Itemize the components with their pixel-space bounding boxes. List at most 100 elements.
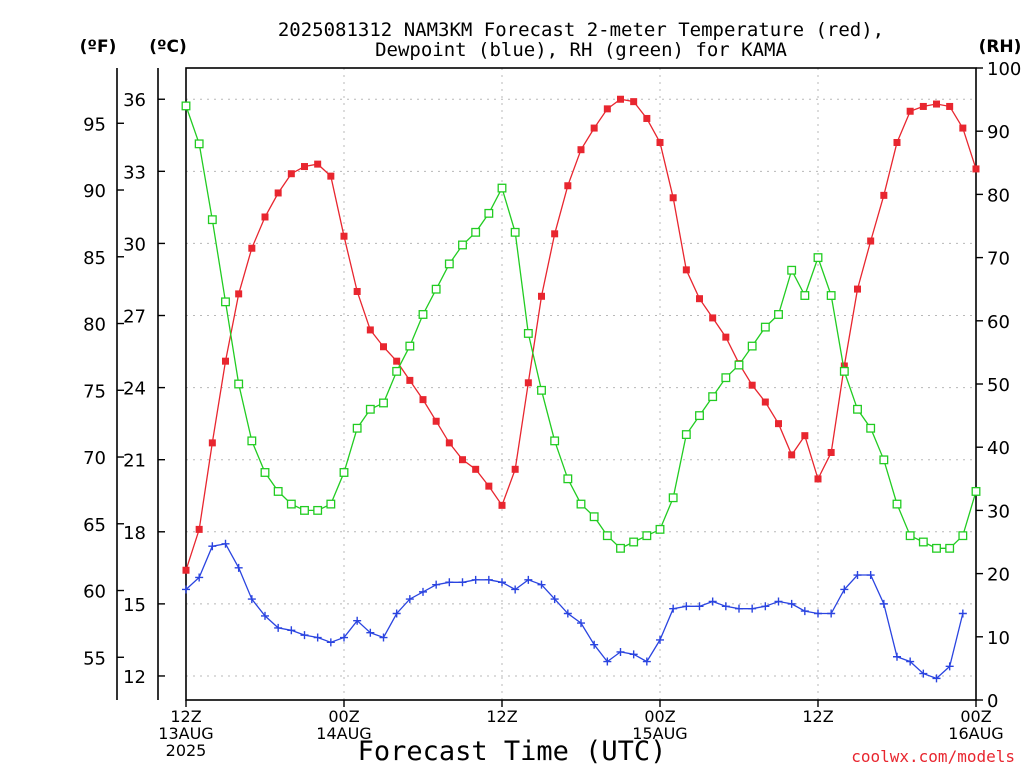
fahrenheit-tick-label: 95 xyxy=(83,114,106,135)
rh-tick-label: 70 xyxy=(987,249,1010,270)
temperature_c-point xyxy=(722,333,730,341)
rh_percent-point xyxy=(458,240,467,250)
dewpoint_c-point xyxy=(511,585,520,594)
source-credit: coolwx.com/models xyxy=(851,747,1015,766)
fahrenheit-tick-label: 80 xyxy=(83,315,106,336)
celsius-unit-label: (ºC) xyxy=(149,37,187,57)
dewpoint_c-point xyxy=(445,578,454,587)
dewpoint_c-point xyxy=(919,669,928,678)
rh_percent-point xyxy=(918,537,928,547)
dewpoint_c-point xyxy=(840,585,849,594)
rh_percent-point xyxy=(326,499,336,509)
dewpoint_c-point xyxy=(695,602,704,611)
celsius-tick-label: 30 xyxy=(123,234,146,255)
dewpoint_c-point xyxy=(234,563,243,572)
dewpoint_c-point xyxy=(932,674,941,683)
temperature_c-point xyxy=(195,525,203,533)
dewpoint_c-point xyxy=(603,657,612,666)
dewpoint_c-point xyxy=(537,580,546,589)
temperature_c-point xyxy=(630,98,638,106)
temperature_c-point xyxy=(472,465,480,473)
x-tick-label: 00Z xyxy=(644,707,675,726)
dewpoint_c-point xyxy=(247,595,256,604)
rh_percent-point xyxy=(866,423,876,433)
rh_percent-point xyxy=(958,531,968,541)
celsius-tick-label: 15 xyxy=(123,595,146,616)
rh_percent-point xyxy=(550,436,560,446)
x-tick-label: 16AUG xyxy=(948,724,1003,743)
dewpoint_c-point xyxy=(735,604,743,613)
temperature_c-point xyxy=(709,314,717,322)
x-tick-label: 00Z xyxy=(960,707,991,726)
x-tick-label: 13AUG xyxy=(158,724,213,743)
rh_percent-point xyxy=(510,227,520,237)
dewpoint_c-point xyxy=(656,635,664,644)
rh_percent-point xyxy=(589,512,599,522)
rh_percent-point xyxy=(418,310,428,319)
temperature_c-point xyxy=(366,326,374,334)
temperature_c-point xyxy=(353,287,361,295)
dewpoint_c-point xyxy=(827,609,836,618)
rh-tick-label: 20 xyxy=(987,565,1010,586)
dewpoint_c-point xyxy=(392,609,401,618)
rh_percent-point xyxy=(787,265,797,275)
rh_percent-point xyxy=(339,468,349,477)
rh_percent-point xyxy=(813,253,823,263)
rh-unit-label: (RH) xyxy=(979,37,1022,57)
temperature_c-point xyxy=(274,189,282,197)
dewpoint_c-point xyxy=(313,633,322,642)
temperature_c-point xyxy=(301,163,308,171)
dewpoint_c-point xyxy=(629,650,638,659)
temperature_c-point xyxy=(551,230,559,238)
celsius-tick-label: 36 xyxy=(123,90,146,111)
temperature_c-point xyxy=(498,501,506,509)
rh_percent-point xyxy=(760,322,770,332)
rh_percent-point xyxy=(576,499,586,509)
dewpoint_c-point xyxy=(261,611,269,620)
x-tick-label: 00Z xyxy=(328,707,359,726)
dewpoint_c-point xyxy=(287,626,296,635)
dewpoint_c-point xyxy=(748,604,757,613)
temperature_c-point xyxy=(564,182,572,190)
x-tick-label: 12Z xyxy=(802,707,833,726)
rh_percent-point xyxy=(655,524,665,534)
temperature_c-point xyxy=(314,160,322,168)
dewpoint_c-point xyxy=(563,609,572,618)
temperature_c-point xyxy=(867,237,875,245)
temperature_c-point xyxy=(669,194,677,202)
dewpoint_c-point xyxy=(340,633,348,642)
rh_percent-point xyxy=(405,341,415,351)
rh_percent-point xyxy=(616,543,625,553)
rh_percent-point xyxy=(300,505,309,515)
dewpoint_c-point xyxy=(761,602,770,611)
celsius-tick-label: 33 xyxy=(123,162,146,183)
dewpoint_c-point xyxy=(721,602,730,611)
dewpoint_c-point xyxy=(195,573,204,582)
fahrenheit-tick-label: 90 xyxy=(83,181,106,202)
temperature_c-point xyxy=(248,244,256,252)
rh_percent-line xyxy=(185,105,977,550)
rh_percent-point xyxy=(313,505,323,515)
series-dewpoint_c xyxy=(182,539,967,683)
temperature_c-point xyxy=(656,138,664,146)
temperature_c-point xyxy=(919,102,927,110)
dewpoint_c-point xyxy=(498,578,506,587)
rh-tick-label: 10 xyxy=(987,628,1010,649)
rh_percent-point xyxy=(221,297,230,307)
temperature_c-point xyxy=(406,376,414,384)
rh_percent-point xyxy=(642,531,652,541)
temperature_c-point xyxy=(485,482,493,490)
fahrenheit-tick-label: 75 xyxy=(83,381,106,402)
dewpoint_c-point xyxy=(221,539,230,548)
rh_percent-point xyxy=(853,404,862,414)
temperature_c-point xyxy=(946,102,954,110)
dewpoint_c-point xyxy=(616,647,625,656)
rh_percent-point xyxy=(563,474,573,484)
dewpoint_c-point xyxy=(326,638,335,647)
dewpoint_c-point xyxy=(405,595,414,604)
dewpoint_c-point xyxy=(208,542,217,551)
temperature_c-point xyxy=(538,292,545,300)
rh_percent-point xyxy=(721,373,731,383)
rh-tick-label: 80 xyxy=(987,185,1010,206)
dewpoint_c-point xyxy=(669,604,678,613)
